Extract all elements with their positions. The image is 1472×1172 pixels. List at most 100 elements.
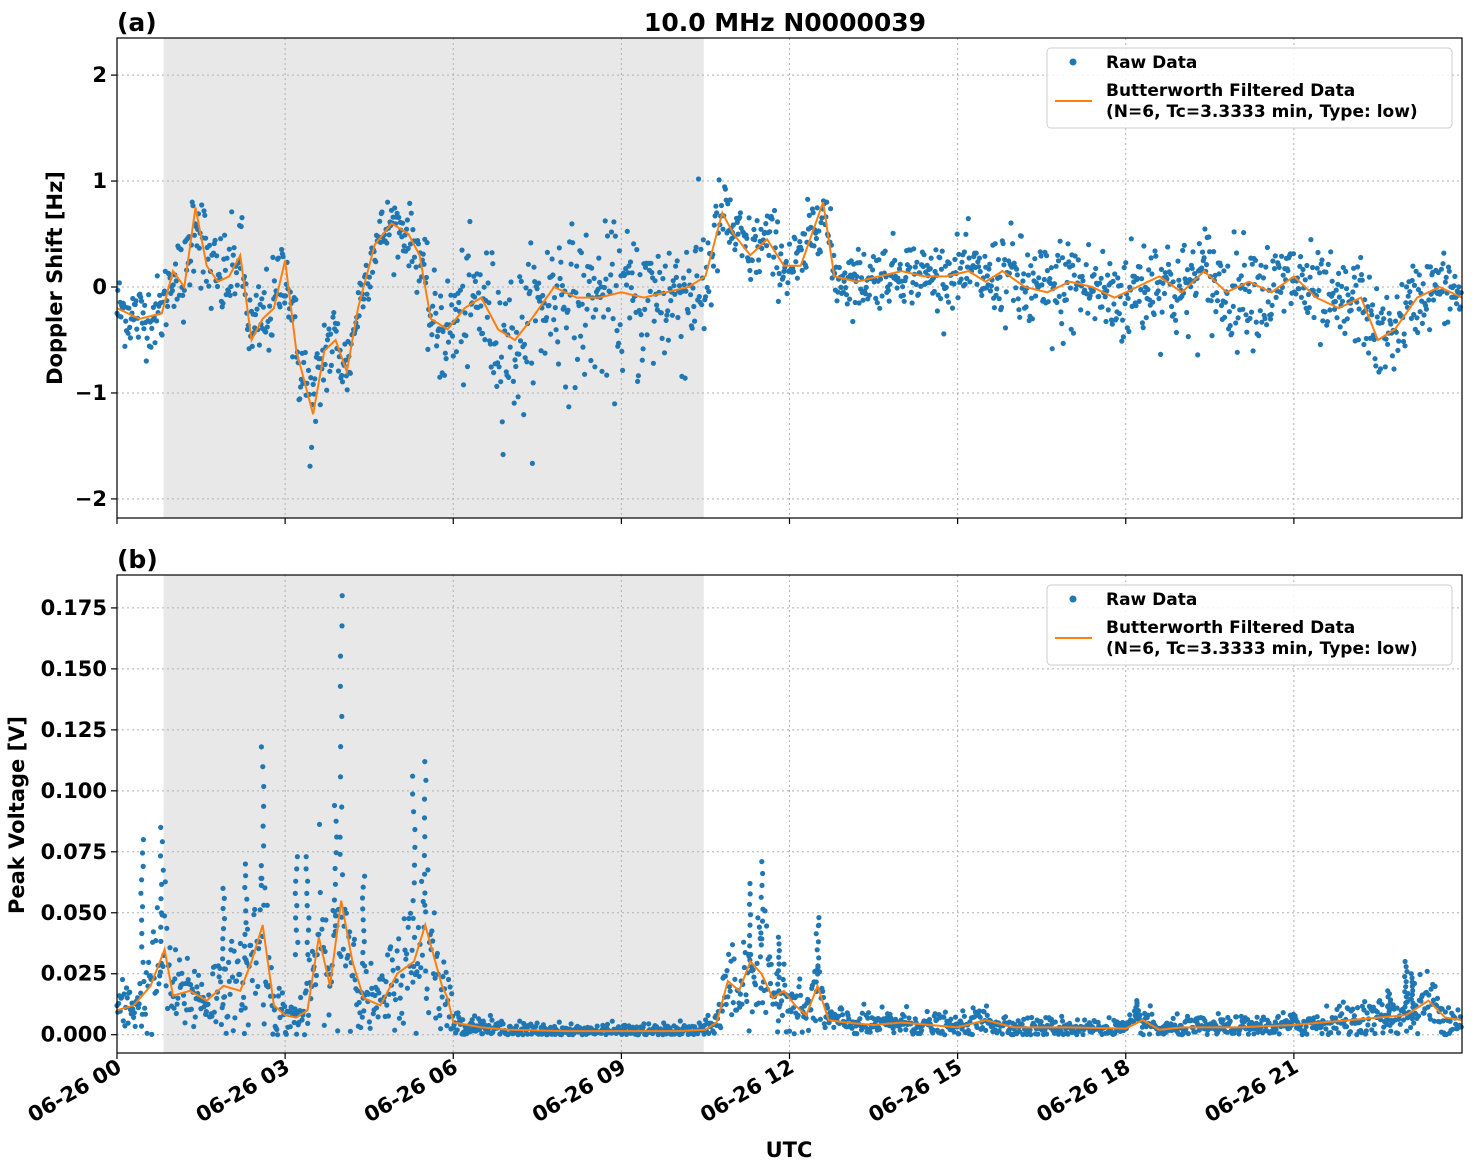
raw-data-point xyxy=(422,902,428,908)
raw-data-peak-point xyxy=(1402,989,1408,995)
raw-data-point xyxy=(703,294,709,300)
raw-data-peak-point xyxy=(220,946,226,952)
raw-data-point xyxy=(127,324,133,330)
raw-data-point xyxy=(1218,263,1224,269)
raw-data-point xyxy=(1139,320,1145,326)
raw-data-point xyxy=(1415,1031,1421,1037)
raw-data-point xyxy=(668,298,674,304)
raw-data-point xyxy=(453,349,459,355)
raw-data-point xyxy=(1190,249,1196,255)
raw-data-point xyxy=(1176,277,1182,283)
raw-data-point xyxy=(440,974,446,980)
raw-data-point xyxy=(344,387,350,393)
raw-data-point xyxy=(523,285,529,291)
raw-data-point xyxy=(355,290,361,296)
raw-data-point xyxy=(1015,296,1021,302)
raw-data-point xyxy=(921,252,927,258)
raw-data-point xyxy=(185,977,191,983)
raw-data-point xyxy=(489,1017,495,1023)
raw-data-point xyxy=(652,278,658,284)
raw-data-point xyxy=(1339,283,1345,289)
raw-data-point xyxy=(324,387,330,393)
raw-data-point xyxy=(1423,306,1429,312)
raw-data-point xyxy=(430,938,436,944)
raw-data-point xyxy=(1428,986,1434,992)
raw-data-point xyxy=(1335,281,1341,287)
raw-data-point xyxy=(487,341,493,347)
raw-data-peak-point xyxy=(747,880,753,887)
raw-data-point xyxy=(174,1001,180,1007)
raw-data-point xyxy=(722,973,729,979)
raw-data-peak-point xyxy=(422,759,428,765)
raw-data-point xyxy=(460,382,467,388)
raw-data-point xyxy=(239,1002,245,1008)
raw-data-peak-point xyxy=(292,890,298,897)
raw-data-point xyxy=(972,1014,978,1020)
raw-data-point xyxy=(988,283,994,289)
raw-data-point xyxy=(195,972,202,978)
raw-data-point xyxy=(1030,270,1036,276)
raw-data-point xyxy=(626,263,632,269)
raw-data-point xyxy=(517,338,524,344)
raw-data-point xyxy=(416,973,422,980)
raw-data-point xyxy=(731,956,737,962)
raw-data-point xyxy=(293,297,299,303)
raw-data-point xyxy=(775,1029,781,1035)
raw-data-point xyxy=(1108,317,1115,323)
raw-data-point xyxy=(1445,319,1451,325)
raw-data-peak-point xyxy=(158,924,164,930)
raw-data-peak-point xyxy=(158,938,164,945)
raw-data-point xyxy=(249,343,255,349)
raw-data-point xyxy=(1019,1021,1025,1027)
raw-data-point xyxy=(1244,329,1250,335)
raw-data-point xyxy=(164,925,170,931)
raw-data-point xyxy=(803,264,809,270)
raw-data-point xyxy=(267,316,274,322)
raw-data-point xyxy=(785,280,791,286)
raw-data-point xyxy=(773,229,779,235)
raw-data-peak-point xyxy=(304,890,310,897)
raw-data-point xyxy=(548,331,554,337)
raw-data-point xyxy=(559,292,565,298)
raw-data-point xyxy=(1230,303,1236,309)
raw-data-point xyxy=(350,972,356,978)
raw-data-point xyxy=(150,929,156,935)
y-tick-label: 1 xyxy=(92,169,107,193)
legend-raw-label-a: Raw Data xyxy=(1106,53,1197,73)
raw-data-point xyxy=(400,220,406,226)
raw-data-point xyxy=(1168,271,1174,277)
raw-data-point xyxy=(366,274,372,280)
raw-data-point xyxy=(237,971,243,978)
raw-data-point xyxy=(1367,335,1373,341)
raw-data-point xyxy=(1297,263,1303,269)
raw-data-point xyxy=(586,278,592,284)
raw-data-point xyxy=(1329,278,1335,284)
raw-data-point xyxy=(232,291,238,297)
raw-data-point xyxy=(574,356,581,362)
raw-data-point xyxy=(1380,306,1386,312)
raw-data-point xyxy=(771,254,777,260)
raw-data-point xyxy=(561,304,567,310)
raw-data-point xyxy=(233,270,240,276)
raw-data-point xyxy=(407,200,413,206)
raw-data-point xyxy=(938,296,944,302)
raw-data-point xyxy=(238,1007,244,1013)
raw-data-point xyxy=(482,1022,488,1028)
raw-data-point xyxy=(1199,265,1205,271)
raw-data-point xyxy=(948,1016,954,1022)
raw-data-point xyxy=(1455,1007,1461,1013)
raw-data-point xyxy=(229,938,235,944)
raw-data-point xyxy=(326,1012,332,1018)
raw-data-peak-point xyxy=(423,909,429,915)
raw-data-point xyxy=(583,232,589,238)
raw-data-point xyxy=(1411,1020,1417,1026)
raw-data-point xyxy=(903,1027,909,1033)
raw-data-point xyxy=(211,1009,217,1015)
raw-data-point xyxy=(908,289,914,295)
raw-data-point xyxy=(1123,260,1129,266)
raw-data-point xyxy=(231,245,237,251)
raw-data-point xyxy=(791,1031,797,1037)
raw-data-point xyxy=(1451,283,1457,289)
raw-data-point xyxy=(797,976,803,982)
raw-data-point xyxy=(222,267,228,273)
